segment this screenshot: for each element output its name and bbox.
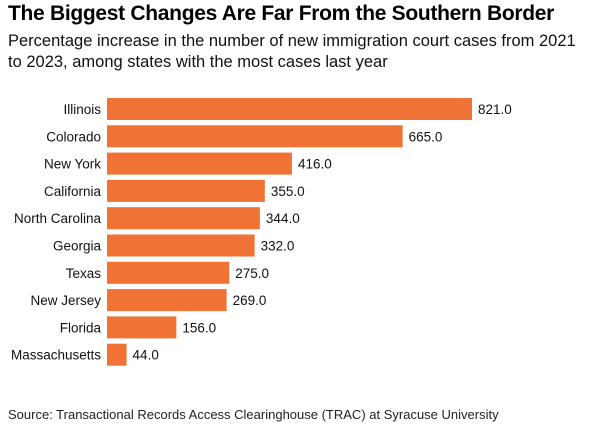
category-label: New Jersey [30,293,101,308]
category-label: Florida [60,320,102,335]
category-label: Massachusetts [11,348,101,363]
category-label: North Carolina [14,211,102,226]
value-label: 332.0 [261,239,295,254]
category-label: Colorado [46,129,101,144]
category-label: New York [44,157,101,172]
value-label: 156.0 [182,320,216,335]
bar-texas [107,261,230,284]
category-label: Texas [66,266,102,281]
value-label: 821.0 [478,102,512,117]
chart-subtitle: Percentage increase in the number of new… [8,32,576,71]
category-label: Illinois [63,102,101,117]
bar-florida [107,316,177,339]
value-label: 355.0 [271,184,305,199]
bar-north-carolina [107,207,260,230]
bar-new-york [107,152,292,175]
category-label: California [44,184,102,199]
value-label: 665.0 [409,129,443,144]
bar-colorado [107,125,403,148]
value-label: 344.0 [266,211,300,226]
value-label: 275.0 [235,266,269,281]
bar-california [107,179,265,202]
chart-title: The Biggest Changes Are Far From the Sou… [8,2,555,25]
category-label: Georgia [53,239,102,254]
bar-georgia [107,234,255,257]
value-label: 44.0 [133,348,159,363]
value-label: 416.0 [298,157,332,172]
source-note: Source: Transactional Records Access Cle… [8,407,499,422]
bar-illinois [107,98,472,120]
bar-massachusetts [107,343,127,366]
value-label: 269.0 [233,293,267,308]
bar-new-jersey [107,289,227,312]
